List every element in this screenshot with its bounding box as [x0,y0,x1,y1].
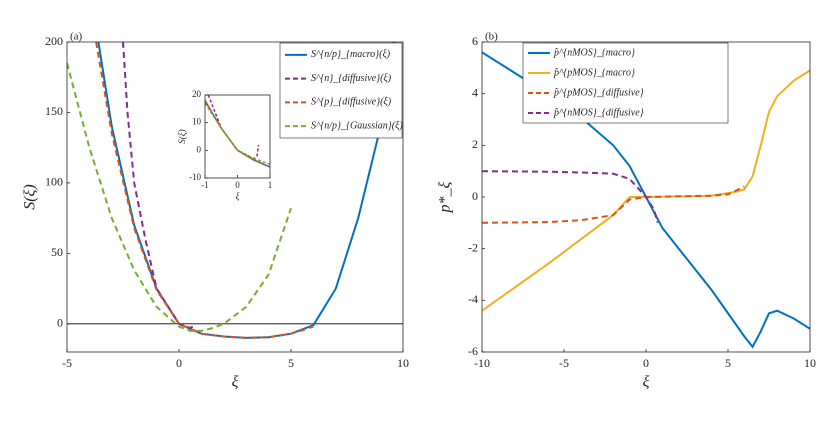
x-tick-label: 10 [804,356,816,370]
inset-background [205,95,270,178]
series-line [482,170,659,224]
series-line [482,185,745,224]
series-line [205,100,270,168]
x-tick-label: 5 [725,356,731,370]
panel-label: (b) [485,31,498,43]
y-tick-label: 200 [45,34,63,48]
y-tick-label: 0 [472,189,478,203]
y-tick-label: 0 [57,316,63,330]
y-tick-label: 0 [197,144,202,154]
y-tick-label: 10 [192,117,202,127]
legend-label: S^{n/p}_{Gaussian}(ξ) [311,120,403,131]
plot-area [67,42,403,339]
y-tick-label: -10 [189,172,201,182]
series-line [67,62,292,332]
y-axis-label: S(ξ) [22,184,39,210]
y-tick-label: 150 [45,104,63,118]
series-line [205,102,270,165]
legend-label: S^{p}_{diffusive}(ξ) [311,97,392,108]
y-tick-label: 20 [192,89,202,99]
x-tick-label: -5 [559,356,569,370]
x-tick-label: -10 [474,356,490,370]
legend-label: p̂^{pMOS}_{diffusive} [553,87,644,98]
panel-label: (a) [70,31,83,43]
series-line [122,42,196,330]
y-tick-label: -4 [468,292,478,306]
y-tick-label: 6 [472,34,478,48]
legend-label: p̂^{pMOS}_{macro} [553,67,635,78]
y-axis-label: S(ξ) [177,129,187,143]
x-tick-label: -5 [62,356,72,370]
y-tick-label: 4 [472,85,478,99]
legend-label: p̂^{nMOS}_{diffusive} [553,107,644,118]
x-tick-label: 10 [397,356,409,370]
x-axis-label: ξ [236,191,240,201]
legend-box [522,42,729,124]
y-axis-label: p*_ξ [437,181,454,213]
x-tick-label: -1 [201,180,209,190]
series-line [95,42,314,339]
x-tick-label: 0 [235,180,240,190]
x-axis-label: ξ [643,374,650,391]
legend-box [279,42,403,139]
y-tick-label: 100 [45,175,63,189]
x-tick-label: 0 [176,356,182,370]
legend-label: S^{n}_{diffusive}(ξ) [311,73,392,84]
x-axis-label: ξ [232,374,239,391]
legend-label: S^{n/p}_{macro}(ξ) [311,49,391,60]
legend-label: p̂^{nMOS}_{macro} [553,47,635,58]
y-tick-label: -2 [468,240,478,254]
x-tick-label: 1 [268,180,273,190]
x-tick-label: 5 [288,356,294,370]
axes-box [66,41,404,353]
plot-area [205,95,270,168]
x-tick-label: 0 [643,356,649,370]
y-tick-label: 2 [472,137,478,151]
y-tick-label: 50 [51,245,63,259]
y-tick-label: -6 [468,344,478,358]
